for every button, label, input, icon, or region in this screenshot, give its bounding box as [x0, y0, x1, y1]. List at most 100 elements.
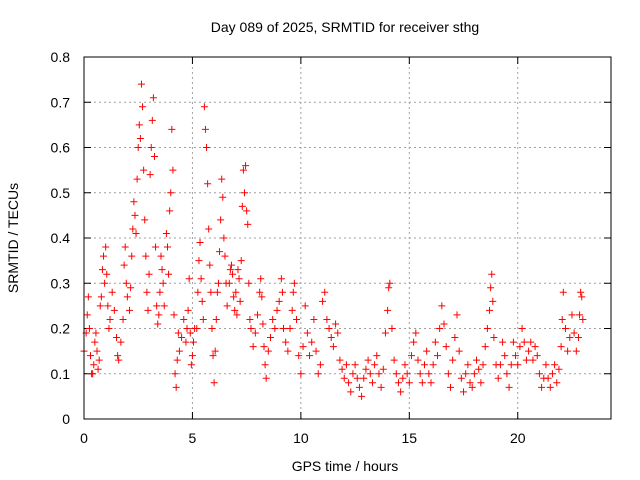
data-point [142, 252, 150, 260]
data-point [127, 284, 135, 292]
data-point [403, 370, 411, 378]
data-point [314, 370, 322, 378]
data-point [355, 383, 363, 391]
data-point [200, 103, 208, 111]
data-point [360, 374, 368, 382]
data-point [251, 329, 259, 337]
data-point [401, 361, 409, 369]
data-point [533, 352, 541, 360]
data-point [166, 207, 174, 215]
data-point [574, 334, 582, 342]
data-point [293, 315, 301, 323]
data-point [157, 252, 165, 260]
data-point [91, 338, 99, 346]
data-point [420, 361, 428, 369]
data-point [512, 352, 520, 360]
data-point [312, 347, 320, 355]
data-point [261, 361, 269, 369]
data-point [232, 288, 240, 296]
data-point [152, 243, 160, 251]
data-point [269, 315, 277, 323]
data-point [141, 216, 149, 224]
data-point [208, 325, 216, 332]
data-point [196, 239, 204, 247]
data-point [229, 270, 237, 278]
data-point [516, 343, 524, 351]
tick-labels: 0 0.1 0.2 0.3 0.4 0.5 0.6 0.7 0.8 0 5 10 15 20 [51, 49, 526, 446]
data-point [338, 365, 346, 373]
data-point [277, 275, 285, 283]
data-point [239, 166, 247, 174]
data-point [199, 315, 207, 323]
data-point [137, 80, 145, 88]
data-point [156, 288, 164, 296]
data-point [139, 103, 147, 111]
data-point [455, 347, 463, 355]
data-point [353, 374, 361, 382]
data-point [206, 261, 214, 269]
data-point [449, 356, 457, 364]
data-point [278, 288, 286, 296]
data-point [100, 252, 108, 260]
data-point [231, 306, 239, 314]
data-point [501, 352, 509, 360]
data-point [214, 279, 222, 287]
data-point [548, 370, 556, 378]
data-point [423, 347, 431, 355]
data-point [237, 257, 245, 265]
data-point [216, 248, 224, 256]
data-point [150, 153, 158, 161]
x-tick-label: 5 [189, 430, 197, 446]
data-point [249, 343, 257, 351]
data-point [299, 343, 307, 351]
data-point [95, 356, 103, 364]
data-point [486, 306, 494, 314]
data-point [257, 275, 265, 283]
data-point [442, 343, 450, 351]
data-point [126, 306, 134, 314]
data-point [168, 125, 176, 133]
data-point [542, 361, 550, 369]
data-point [518, 325, 526, 332]
data-point [429, 361, 437, 369]
data-point [487, 284, 495, 292]
data-point [351, 361, 359, 369]
data-point [262, 374, 270, 382]
data-point [514, 361, 522, 369]
data-point [434, 352, 442, 360]
data-point [223, 302, 231, 310]
data-point [390, 356, 398, 364]
data-point [425, 370, 433, 378]
data-point [531, 343, 539, 351]
data-point [103, 270, 111, 278]
data-point [233, 311, 241, 319]
data-point [186, 329, 194, 337]
data-point [117, 338, 125, 346]
data-point [457, 374, 465, 382]
data-point [195, 257, 203, 265]
x-axis-label: GPS time / hours [292, 458, 399, 474]
data-point [218, 175, 226, 183]
data-point [226, 266, 234, 274]
data-point [167, 189, 175, 197]
data-point [579, 315, 587, 323]
data-point [489, 297, 497, 305]
data-point [108, 288, 116, 296]
data-point [209, 352, 217, 360]
data-point [173, 356, 181, 364]
data-point [238, 202, 246, 210]
data-point [503, 370, 511, 378]
data-point [451, 334, 459, 342]
data-point [169, 166, 177, 174]
data-point [460, 388, 468, 396]
data-point [119, 315, 127, 323]
data-point [284, 347, 292, 355]
data-point [505, 383, 513, 391]
data-point [306, 352, 314, 360]
data-point [89, 370, 97, 378]
data-point [175, 347, 183, 355]
x-tick-label: 0 [80, 430, 88, 446]
y-tick-label: 0.1 [51, 366, 71, 382]
data-point [525, 347, 533, 355]
